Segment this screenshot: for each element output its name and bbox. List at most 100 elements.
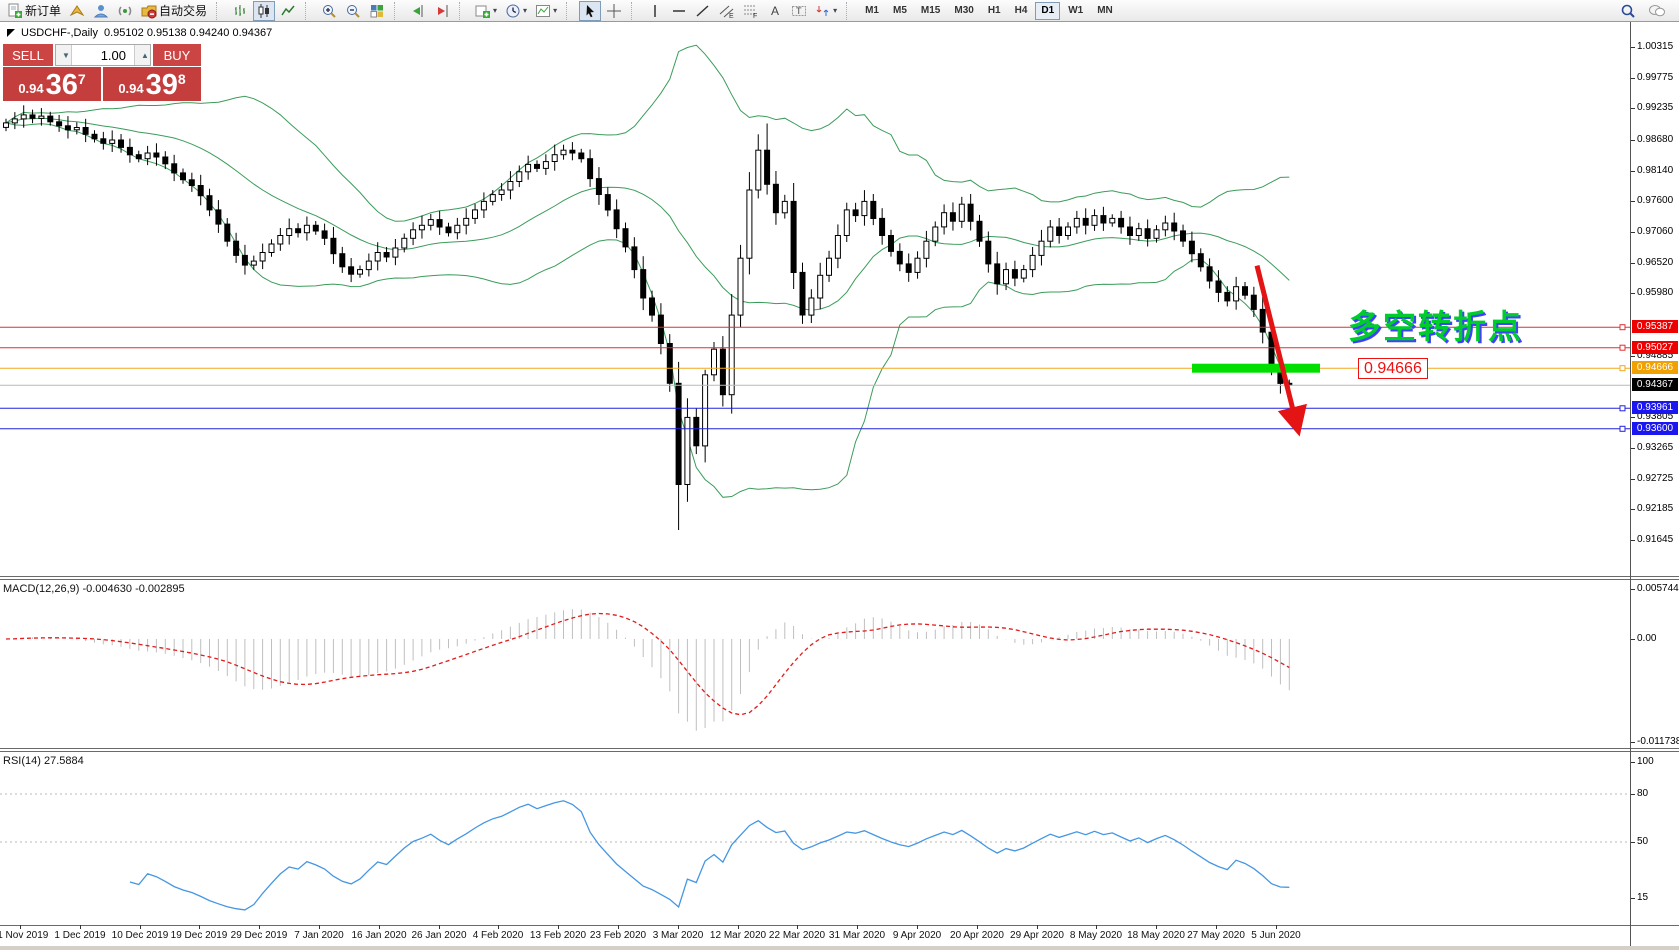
zoom-in-icon <box>321 3 337 19</box>
chart-shift-icon <box>434 3 450 19</box>
panel-separator[interactable] <box>0 576 1679 577</box>
toolbar-separator <box>631 1 639 20</box>
panel-separator[interactable] <box>0 748 1679 749</box>
date-axis-tick <box>140 925 141 929</box>
text-tool-button[interactable]: A <box>764 1 786 21</box>
buy-button[interactable]: BUY <box>153 44 201 66</box>
date-axis-tick <box>618 925 619 929</box>
volume-spinner: ▼ 1.00 ▲ <box>55 44 151 66</box>
rsi-axis-tick <box>1631 794 1635 795</box>
chat-icon <box>1648 3 1666 19</box>
crosshair-tool-button[interactable] <box>603 1 625 21</box>
date-axis-label: 7 Jan 2020 <box>294 930 344 941</box>
cursor-tool-button[interactable] <box>579 0 602 21</box>
channel-tool-button[interactable]: E <box>716 1 738 21</box>
line-chart-mode-button[interactable] <box>277 1 299 21</box>
date-axis-tick <box>678 925 679 929</box>
timeframe-h1-button[interactable]: H1 <box>982 2 1007 20</box>
timeframe-m5-button[interactable]: M5 <box>887 2 913 20</box>
macd-axis-tick <box>1631 639 1635 640</box>
text-label-tool-button[interactable]: T <box>788 1 810 21</box>
timeframe-h4-button[interactable]: H4 <box>1009 2 1034 20</box>
tile-windows-button[interactable] <box>366 1 388 21</box>
chart-shift-button[interactable] <box>431 1 453 21</box>
fibonacci-tool-button[interactable]: F <box>740 1 762 21</box>
timeframe-mn-button[interactable]: MN <box>1091 2 1119 20</box>
vertical-line-icon <box>647 3 663 19</box>
price-axis-tick <box>1631 540 1635 541</box>
timeframe-d1-button[interactable]: D1 <box>1035 1 1061 20</box>
volume-decrease-button[interactable]: ▼ <box>56 45 72 65</box>
rsi-label: RSI(14) 27.5884 <box>3 755 84 767</box>
auto-scroll-icon <box>410 3 426 19</box>
vertical-line-tool-button[interactable] <box>644 1 666 21</box>
dropdown-caret-icon: ▾ <box>523 6 528 15</box>
zoom-out-button[interactable] <box>342 1 364 21</box>
svg-text:E: E <box>729 13 734 19</box>
price-axis-tick-label: 1.00315 <box>1637 41 1674 52</box>
date-axis-label: 20 Apr 2020 <box>950 930 1004 941</box>
arrows-tool-button[interactable]: ▾ <box>812 1 840 21</box>
candlestick-mode-button[interactable] <box>253 0 276 21</box>
turning-point-annotation[interactable]: 多空转折点 <box>1348 308 1523 345</box>
horizontal-line-tool-button[interactable] <box>668 1 690 21</box>
rsi-canvas[interactable] <box>0 752 1632 925</box>
panel-separator <box>0 579 1679 580</box>
bar-chart-mode-button[interactable] <box>229 1 251 21</box>
date-axis-label: 5 Jun 2020 <box>1251 930 1301 941</box>
date-axis-label: 4 Feb 2020 <box>472 930 524 941</box>
price-axis-tick <box>1631 479 1635 480</box>
zoom-out-icon <box>345 3 361 19</box>
price-annotation-box[interactable]: 0.94666 <box>1358 358 1428 379</box>
sell-button[interactable]: SELL <box>3 44 53 66</box>
trendline-tool-button[interactable] <box>692 1 714 21</box>
macd-axis-label: 0.005744 <box>1637 583 1679 594</box>
profile-book-icon <box>69 3 85 19</box>
timeframe-w1-button[interactable]: W1 <box>1062 2 1089 20</box>
zoom-in-button[interactable] <box>318 1 340 21</box>
price-axis-tick <box>1631 140 1635 141</box>
template-icon <box>535 3 551 19</box>
chart-profile-button[interactable] <box>66 1 88 21</box>
dropdown-caret-icon: ▾ <box>553 6 558 15</box>
timeframe-m15-button[interactable]: M15 <box>915 2 946 20</box>
timeframe-m1-button[interactable]: M1 <box>859 2 885 20</box>
date-axis-tick <box>977 925 978 929</box>
date-axis-tick <box>498 925 499 929</box>
channel-icon: E <box>719 3 735 19</box>
fibonacci-icon: F <box>743 3 759 19</box>
buy-price-display[interactable]: 0.94 39 8 <box>103 67 201 101</box>
price-axis-tick <box>1631 47 1635 48</box>
templates-button[interactable]: ▾ <box>532 1 560 21</box>
indicators-button[interactable]: ▾ <box>472 1 500 21</box>
date-axis-label: 1 Dec 2019 <box>54 930 106 941</box>
date-axis-tick <box>80 925 81 929</box>
main-chart-canvas[interactable] <box>0 22 1632 576</box>
sell-price-display[interactable]: 0.94 36 7 <box>3 67 101 101</box>
volume-increase-button[interactable]: ▲ <box>134 45 150 65</box>
price-axis-tick <box>1631 448 1635 449</box>
macd-canvas[interactable] <box>0 580 1632 748</box>
chat-button[interactable] <box>1645 1 1669 21</box>
market-watch-button[interactable] <box>90 1 112 21</box>
timeframe-m30-button[interactable]: M30 <box>948 2 979 20</box>
price-axis-tick <box>1631 356 1635 357</box>
date-axis-tick <box>857 925 858 929</box>
volume-value[interactable]: 1.00 <box>100 47 126 63</box>
auto-scroll-button[interactable] <box>407 1 429 21</box>
periods-button[interactable]: ▾ <box>502 1 530 21</box>
news-button[interactable] <box>114 1 136 21</box>
date-axis-label: 8 May 2020 <box>1069 930 1123 941</box>
price-level-label: 0.94666 <box>1632 361 1678 374</box>
rsi-axis-tick <box>1631 842 1635 843</box>
auto-trading-button[interactable]: 自动交易 <box>138 1 210 21</box>
chart-title: USDCHF-,Daily 0.95102 0.95138 0.94240 0.… <box>7 27 272 39</box>
date-axis-tick <box>1096 925 1097 929</box>
macd-axis-tick <box>1631 589 1635 590</box>
search-button[interactable] <box>1617 1 1639 21</box>
price-axis-tick <box>1631 201 1635 202</box>
date-axis-label: 12 Mar 2020 <box>709 930 767 941</box>
new-order-button[interactable]: 新订单 <box>4 1 64 21</box>
date-axis-label: 29 Dec 2019 <box>230 930 288 941</box>
